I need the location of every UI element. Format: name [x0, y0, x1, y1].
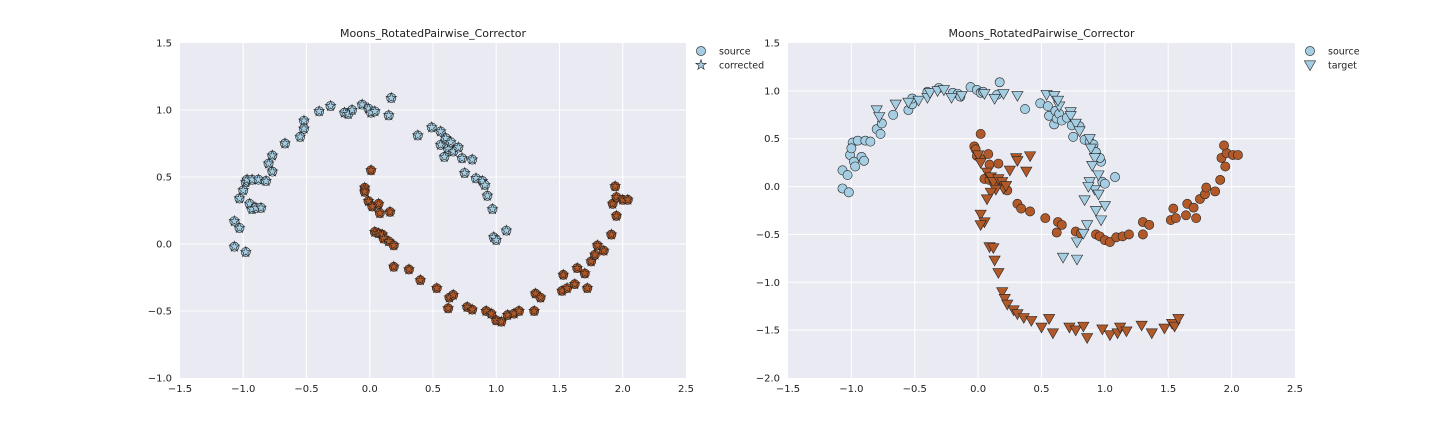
source-point-class-1	[1144, 219, 1155, 230]
y-tick-label: 0.5	[156, 173, 172, 184]
legend: source target	[1304, 46, 1360, 72]
x-tick-label: −1.5	[168, 384, 192, 395]
source-point-class-0	[1068, 131, 1079, 142]
y-tick-label: 1.0	[156, 106, 172, 117]
legend-label-target: target	[1328, 61, 1357, 72]
chart-right: −1.5 −1.0 −0.5 0.0 0.5 1.0 1.5 2.0 2.5−2.0−1.5−1…	[756, 27, 1360, 395]
x-tick-label: 2.0	[1224, 384, 1240, 395]
source-point-class-0	[888, 109, 899, 120]
source-point-class-1	[993, 158, 1004, 169]
source-point-class-1	[1170, 213, 1181, 224]
source-point-class-1	[1051, 227, 1062, 238]
source-point-class-0	[859, 155, 869, 166]
x-tick-label: 0.5	[425, 384, 441, 395]
x-tick-label: −0.5	[294, 384, 318, 395]
scatter-points	[837, 77, 1243, 344]
source-point-class-0	[1099, 178, 1110, 189]
x-tick-label: 1.0	[1097, 384, 1113, 395]
y-tick-label: 1.5	[156, 39, 172, 50]
source-point-class-1	[1233, 150, 1243, 160]
y-tick-label: −0.5	[756, 230, 780, 241]
x-tick-label: −1.0	[839, 384, 863, 395]
chart-title: Moons_RotatedPairwise_Corrector	[340, 27, 527, 40]
source-point-class-1	[1219, 140, 1229, 151]
source-point-class-1	[1056, 219, 1067, 230]
source-point-class-1	[1124, 229, 1134, 240]
source-point-class-0	[1042, 101, 1053, 112]
y-tick-label: −1.5	[756, 326, 780, 337]
source-point-class-1	[1201, 182, 1212, 193]
source-point-class-0	[1020, 104, 1030, 114]
source-point-class-1	[1181, 210, 1191, 221]
y-tick-label: 0.5	[764, 134, 780, 145]
source-point-class-1	[1040, 213, 1051, 224]
y-tick-label: −1.0	[148, 374, 172, 385]
y-tick-label: −0.5	[148, 307, 172, 318]
source-point-class-0	[865, 136, 876, 147]
source-point-class-0	[875, 129, 886, 139]
x-tick-label: 1.0	[488, 384, 504, 395]
source-point-class-1	[983, 149, 994, 159]
x-tick-label: −1.5	[776, 384, 800, 395]
source-point-class-0	[994, 77, 1005, 88]
source-point-class-1	[1215, 174, 1226, 185]
scatter-points	[229, 93, 633, 327]
source-point-class-0	[843, 187, 854, 198]
x-tick-label: 1.5	[1160, 384, 1176, 395]
legend-label-source: source	[1328, 47, 1360, 58]
x-tick-label: 0.0	[362, 384, 378, 395]
source-point-class-1	[1191, 213, 1202, 224]
x-tick-label: −1.0	[231, 384, 255, 395]
legend-marker-source	[696, 46, 706, 56]
y-tick-label: 1.5	[764, 39, 780, 50]
source-point-class-1	[1210, 186, 1221, 197]
legend-marker-corrected	[696, 60, 706, 70]
y-tick-label: 0.0	[764, 182, 780, 193]
source-point-class-1	[1188, 202, 1199, 213]
chart-left: −1.5 −1.0 −0.5 0.0 0.5 1.0 1.5 2.0 2.5−1.0−0.50.…	[148, 27, 764, 395]
source-point-class-1	[1025, 206, 1035, 217]
legend-label-source: source	[719, 47, 751, 58]
x-tick-label: 0.5	[1034, 384, 1050, 395]
source-point-class-0	[850, 161, 861, 172]
x-tick-label: 2.5	[1287, 384, 1303, 395]
x-tick-label: 0.0	[970, 384, 986, 395]
source-point-class-1	[975, 129, 986, 139]
x-tick-label: −0.5	[903, 384, 927, 395]
x-tick-label: 1.5	[552, 384, 568, 395]
y-tick-label: 0.0	[156, 240, 172, 251]
source-point-class-0	[842, 170, 853, 180]
source-point-class-0	[1110, 172, 1120, 182]
source-point-class-1	[1168, 203, 1179, 214]
x-tick-label: 2.5	[678, 384, 694, 395]
x-tick-label: 2.0	[615, 384, 631, 395]
legend-marker-target	[1304, 61, 1315, 71]
legend-marker-source	[1305, 46, 1315, 56]
chart-title: Moons_RotatedPairwise_Corrector	[948, 27, 1135, 40]
legend: source corrected	[696, 46, 764, 71]
legend-label-corrected: corrected	[719, 61, 764, 72]
source-point-class-1	[1016, 203, 1027, 214]
source-point-class-1	[1138, 229, 1148, 240]
source-point-class-0	[846, 143, 857, 154]
y-tick-label: 1.0	[764, 86, 780, 97]
source-point-class-1	[1220, 161, 1231, 172]
y-tick-label: −1.0	[756, 278, 780, 289]
y-tick-label: −2.0	[756, 374, 780, 385]
